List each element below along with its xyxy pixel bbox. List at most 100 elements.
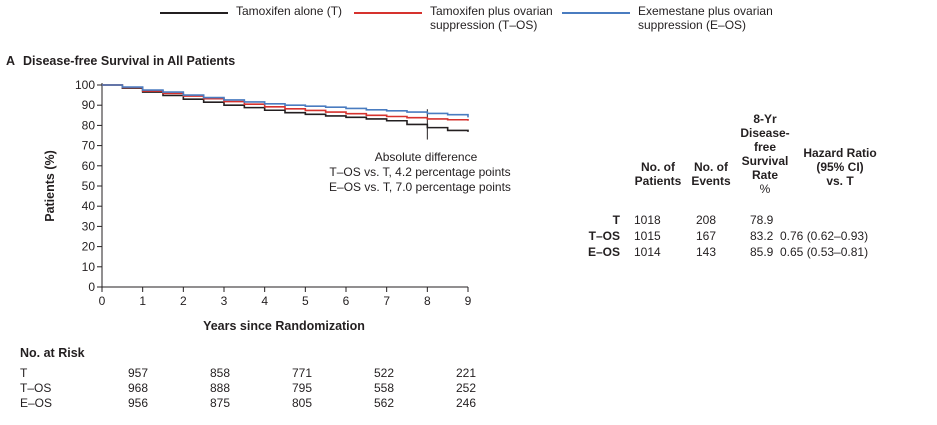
y-tick-label: 70 — [82, 139, 96, 153]
at-risk-value: 956 — [128, 396, 149, 410]
at-risk-value: 968 — [128, 381, 149, 395]
at-risk-value: 246 — [456, 396, 477, 410]
row-t-events: 208 — [696, 213, 717, 227]
header-patients-1: No. of — [641, 160, 675, 174]
header-hr-2: (95% CI) — [816, 160, 864, 174]
y-tick-label: 0 — [88, 280, 95, 294]
legend-label-e-os-1: Exemestane plus ovarian — [638, 4, 773, 18]
at-risk-value: 252 — [456, 381, 477, 395]
x-tick-label: 5 — [302, 294, 309, 308]
row-e-os-hr: 0.65 (0.53–0.81) — [780, 245, 869, 259]
y-tick-label: 50 — [82, 179, 96, 193]
header-dfs-3: free — [753, 140, 776, 154]
y-tick-label: 30 — [82, 219, 96, 233]
at-risk-row-t: T 957 858 771 522 221 — [20, 366, 500, 380]
legend-label-e-os-2: suppression (E–OS) — [638, 18, 747, 32]
x-tick-label: 8 — [424, 294, 431, 308]
header-hr-3: vs. T — [826, 174, 854, 188]
annotation-line-3: E–OS vs. T, 7.0 percentage points — [329, 180, 511, 194]
header-hr: Hazard Ratio (95% CI) vs. T — [792, 146, 888, 188]
at-risk-label-t-os: T–OS — [20, 381, 52, 395]
header-dfs-4: Survival — [741, 154, 789, 168]
legend-swatch-t — [160, 12, 228, 14]
y-tick-label: 60 — [82, 159, 96, 173]
row-e-os-events: 143 — [696, 245, 717, 259]
y-tick-label: 90 — [82, 98, 96, 112]
chart-legend: Tamoxifen alone (T) Tamoxifen plus ovari… — [160, 4, 860, 40]
panel-title-text: Disease-free Survival in All Patients — [23, 54, 236, 68]
x-tick-label: 6 — [343, 294, 350, 308]
header-dfs: 8-Yr Disease- free Survival Rate % — [736, 112, 794, 196]
row-t-os-hr: 0.76 (0.62–0.93) — [780, 229, 869, 243]
legend-swatch-e-os — [562, 12, 630, 14]
series-line-0 — [102, 84, 469, 132]
at-risk-value: 858 — [210, 366, 231, 380]
row-t-os-dfs: 83.2 — [750, 229, 774, 243]
legend-item-t: Tamoxifen alone (T) — [160, 4, 342, 18]
x-tick-label: 9 — [465, 294, 472, 308]
at-risk-value: 221 — [456, 366, 477, 380]
legend-item-t-os: Tamoxifen plus ovarian suppression (T–OS… — [354, 4, 553, 32]
x-axis-label: Years since Randomization — [203, 319, 365, 333]
chart-series — [102, 84, 469, 132]
legend-label-t-os-2: suppression (T–OS) — [430, 18, 538, 32]
at-risk-value: 888 — [210, 381, 231, 395]
at-risk-value: 558 — [374, 381, 395, 395]
at-risk-value: 795 — [292, 381, 313, 395]
x-tick-label: 0 — [99, 294, 106, 308]
at-risk-label-t: T — [20, 366, 28, 380]
row-label-e-os: E–OS — [587, 245, 620, 259]
row-t-os-events: 167 — [696, 229, 717, 243]
series-line-1 — [102, 84, 469, 121]
row-e-os-dfs: 85.9 — [750, 245, 774, 259]
header-dfs-5: Rate — [751, 168, 778, 182]
row-t-os-patients: 1015 — [634, 229, 661, 243]
panel-letter: A — [6, 54, 16, 68]
at-risk-value: 805 — [292, 396, 313, 410]
row-t-dfs: 78.9 — [750, 213, 774, 227]
header-events: No. of Events — [686, 160, 736, 188]
header-events-1: No. of — [694, 160, 728, 174]
at-risk-value: 875 — [210, 396, 231, 410]
header-patients: No. of Patients — [626, 160, 690, 188]
x-tick-label: 7 — [383, 294, 390, 308]
annotation-line-1: Absolute difference — [375, 150, 478, 164]
row-label-t-os: T–OS — [588, 229, 620, 243]
header-dfs-unit: % — [759, 182, 771, 196]
legend-label-t: Tamoxifen alone (T) — [236, 4, 343, 18]
at-risk-value: 562 — [374, 396, 395, 410]
x-tick-label: 1 — [139, 294, 146, 308]
at-risk-title: No. at Risk — [20, 346, 85, 360]
at-risk-row-t-os: T–OS 968 888 795 558 252 — [20, 381, 500, 395]
header-events-2: Events — [691, 174, 731, 188]
header-dfs-1: 8-Yr — [753, 112, 777, 126]
header-patients-2: Patients — [634, 174, 682, 188]
y-tick-label: 40 — [82, 199, 96, 213]
chart-annotation: Absolute difference T–OS vs. T, 4.2 perc… — [329, 150, 511, 194]
chart-axes: 0 10 20 30 40 50 60 70 80 90 100 0 1 2 3 4 5 6 7 8 9 — [75, 78, 472, 308]
header-hr-1: Hazard Ratio — [803, 146, 877, 160]
panel-title: A Disease-free Survival in All Patients — [6, 54, 235, 68]
header-dfs-2: Disease- — [740, 126, 790, 140]
x-tick-label: 2 — [180, 294, 187, 308]
y-tick-label: 20 — [82, 240, 96, 254]
y-axis-label: Patients (%) — [43, 150, 57, 222]
legend-label-t-os-1: Tamoxifen plus ovarian — [430, 4, 553, 18]
y-tick-label: 80 — [82, 118, 96, 132]
series-line-2 — [102, 84, 469, 118]
annotation-line-2: T–OS vs. T, 4.2 percentage points — [329, 165, 510, 179]
x-tick-label: 4 — [261, 294, 268, 308]
row-label-t: T — [612, 213, 620, 227]
at-risk-label-e-os: E–OS — [20, 396, 53, 410]
row-e-os-patients: 1014 — [634, 245, 661, 259]
at-risk-value: 957 — [128, 366, 149, 380]
at-risk-value: 771 — [292, 366, 313, 380]
legend-swatch-t-os — [354, 12, 422, 14]
legend-item-e-os: Exemestane plus ovarian suppression (E–O… — [562, 4, 773, 32]
row-t-patients: 1018 — [634, 213, 661, 227]
at-risk-value: 522 — [374, 366, 395, 380]
stats-table: No. of Patients No. of Events 8-Yr Disea… — [582, 112, 902, 262]
x-tick-label: 3 — [221, 294, 228, 308]
at-risk-table: No. at Risk T 957 858 771 522 221 T–OS 9… — [20, 346, 500, 410]
